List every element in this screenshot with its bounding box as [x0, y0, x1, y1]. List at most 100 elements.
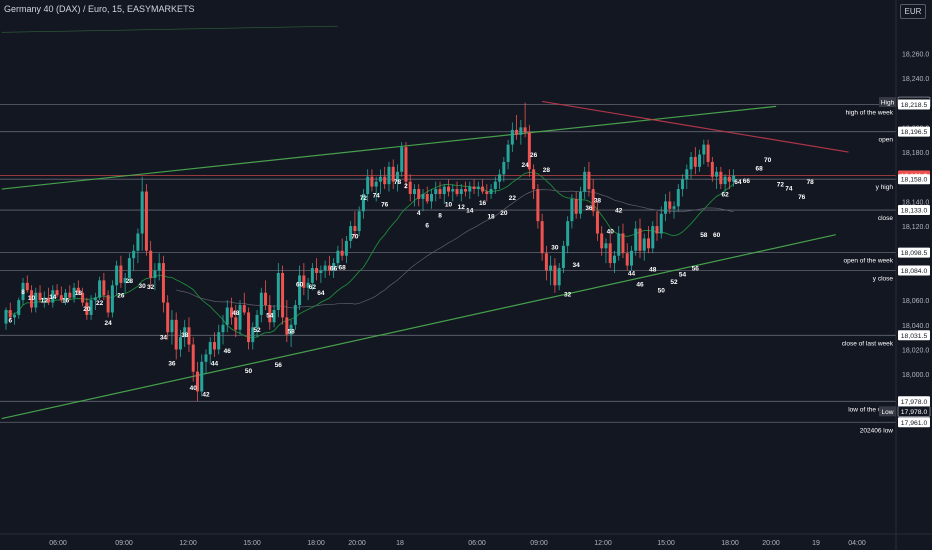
- bar-number: 68: [339, 264, 347, 271]
- currency-button[interactable]: EUR: [900, 4, 926, 19]
- candle-body: [578, 191, 582, 214]
- bar-number: 62: [721, 191, 729, 198]
- time-tick-label: 12:00: [594, 540, 612, 547]
- candle-body: [655, 226, 659, 234]
- price-label-box: [898, 396, 930, 407]
- bar-number: 26: [530, 152, 538, 159]
- candle-body: [336, 250, 340, 264]
- bar-number: 14: [466, 208, 474, 215]
- bar-number: 70: [764, 157, 772, 164]
- candle-body: [438, 189, 442, 194]
- moving-averages: [5, 171, 734, 339]
- trendline: [1, 234, 836, 420]
- candle-body: [676, 189, 680, 207]
- candle-body: [230, 307, 234, 318]
- time-tick-label: 15:00: [657, 540, 675, 547]
- bar-number: 36: [585, 205, 593, 212]
- candle-body: [447, 186, 451, 192]
- candle-body: [515, 129, 519, 135]
- candle-body: [672, 206, 676, 209]
- price-labels: High18,220.518,218.518,196.518,161.018,1…: [879, 96, 931, 428]
- candle-body: [417, 189, 421, 199]
- bar-number: 10: [28, 295, 36, 302]
- candle-body: [72, 287, 76, 298]
- candle-body: [251, 327, 255, 343]
- bar-number: 20: [83, 306, 91, 313]
- candle-body: [178, 337, 182, 350]
- bar-number: 78: [807, 179, 815, 186]
- bar-number: 46: [636, 282, 644, 289]
- bar-number: 4: [417, 210, 421, 217]
- candle-body: [85, 302, 89, 315]
- candle-body: [221, 324, 225, 333]
- price-label-box: [898, 126, 930, 137]
- candle-body: [481, 186, 485, 192]
- price-tick-label: 18,020.0: [902, 347, 929, 354]
- candle-body: [668, 201, 672, 209]
- bar-number: 74: [785, 185, 793, 192]
- candle-body: [123, 277, 127, 283]
- candle-body: [664, 201, 668, 214]
- candle-body: [93, 297, 97, 301]
- candle-body: [153, 270, 157, 278]
- bar-number: 26: [117, 293, 125, 300]
- candle-body: [400, 147, 404, 172]
- price-label-box: [898, 174, 930, 185]
- bar-number: 32: [147, 284, 155, 291]
- level-label: high of the week: [846, 110, 894, 117]
- candle-body: [47, 297, 51, 303]
- candle-body: [553, 265, 557, 286]
- candle-body: [247, 312, 251, 343]
- bar-number: 18: [75, 290, 83, 297]
- horizontal-levels: [0, 104, 896, 423]
- candle-body: [361, 193, 365, 212]
- bar-number: 76: [798, 194, 806, 201]
- price-label-box: [898, 247, 930, 258]
- candle-body: [715, 171, 719, 177]
- candle-body: [353, 226, 357, 232]
- candle-body: [327, 265, 331, 271]
- bar-number: 58: [287, 328, 295, 335]
- bar-number: 76: [381, 201, 389, 208]
- candle-body: [464, 189, 468, 192]
- time-tick-label: 20:00: [762, 540, 780, 547]
- bar-number: 72: [777, 182, 785, 189]
- candle-body: [255, 314, 259, 328]
- level-label: close of last week: [842, 340, 894, 347]
- candle-body: [498, 174, 502, 182]
- candle-body: [659, 213, 663, 234]
- time-tick-label: 15:00: [243, 540, 261, 547]
- candle-body: [689, 156, 693, 170]
- bar-number: 52: [253, 327, 261, 334]
- candle-body: [208, 342, 212, 355]
- bar-number: 48: [232, 310, 240, 317]
- bar-number: 20: [500, 210, 508, 217]
- time-tick-label: 09:00: [530, 540, 548, 547]
- ma-fast-line: [5, 171, 734, 339]
- candle-body: [81, 292, 85, 303]
- candle-body: [76, 287, 80, 293]
- bar-number: 16: [479, 200, 487, 207]
- price-label-box: [898, 205, 930, 216]
- price-label-text: 17,961.0: [901, 420, 928, 427]
- candle-body: [4, 309, 8, 324]
- price-label-box: [898, 99, 930, 110]
- time-axis[interactable]: 06:00 09:00 12:00 15:00 18:00 20:00 18 06:00 09:…: [49, 540, 866, 547]
- level-label: 202406 low: [860, 427, 894, 434]
- level-labels: high of the week open y high close open of t…: [842, 110, 894, 435]
- candle-body: [136, 233, 140, 251]
- time-tick-label: 04:00: [848, 540, 866, 547]
- candle-body: [319, 270, 323, 273]
- candle-body: [442, 186, 446, 194]
- bar-number: 24: [105, 320, 113, 327]
- bar-number: 74: [373, 193, 381, 200]
- candle-body: [106, 295, 110, 313]
- price-tick-label: 18,180.0: [902, 150, 929, 157]
- bar-number: 8: [438, 212, 442, 219]
- candle-body: [8, 309, 12, 318]
- candle-body: [387, 166, 391, 185]
- price-label-text: 18,098.5: [901, 250, 928, 257]
- level-label: close: [878, 215, 894, 222]
